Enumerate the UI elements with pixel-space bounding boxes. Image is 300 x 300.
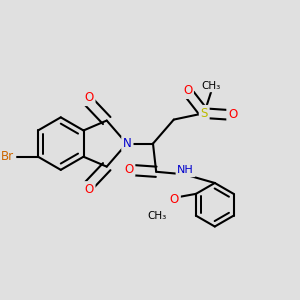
Text: O: O [85,183,94,196]
Text: O: O [228,108,237,121]
Text: CH₃: CH₃ [148,211,167,220]
Text: O: O [85,91,94,104]
Text: S: S [200,107,208,120]
Text: O: O [170,193,179,206]
Text: O: O [183,84,192,97]
Text: N: N [123,137,132,150]
Text: O: O [124,163,134,176]
Text: CH₃: CH₃ [202,81,221,91]
Text: Br: Br [2,150,14,163]
Text: NH: NH [177,166,194,176]
